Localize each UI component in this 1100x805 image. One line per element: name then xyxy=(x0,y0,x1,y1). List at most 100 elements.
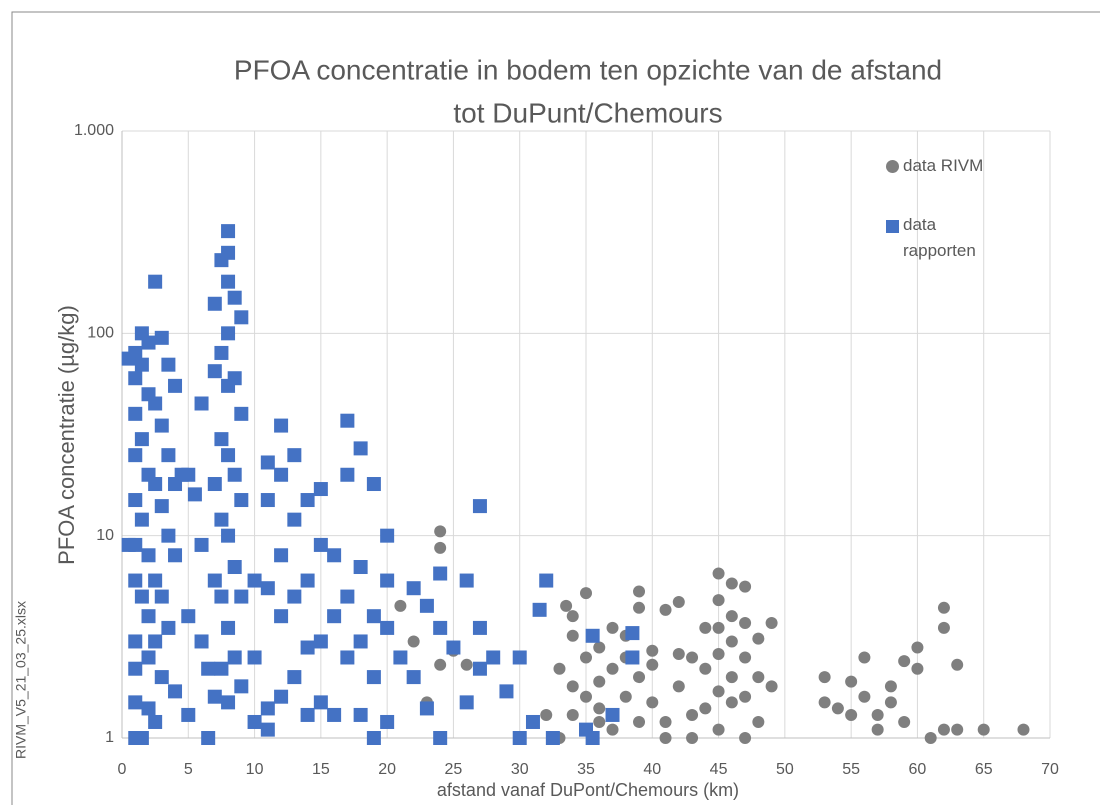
point xyxy=(154,670,169,685)
point xyxy=(659,603,672,616)
point xyxy=(560,599,573,612)
point xyxy=(313,695,328,710)
point xyxy=(937,601,950,614)
point xyxy=(472,620,487,635)
point xyxy=(393,650,408,665)
point xyxy=(287,670,302,685)
point xyxy=(884,680,897,693)
point xyxy=(214,432,229,447)
point xyxy=(168,378,183,393)
chart-title: PFOA concentratie in bodem ten opzichte … xyxy=(234,54,942,85)
point xyxy=(434,525,447,538)
point xyxy=(274,418,289,433)
point xyxy=(148,573,163,588)
point xyxy=(545,731,560,745)
point xyxy=(512,731,527,745)
point xyxy=(686,708,699,721)
y-tick-label: 1.000 xyxy=(74,122,114,139)
x-axis-label: afstand vanaf DuPont/Chemours (km) xyxy=(437,780,739,800)
point xyxy=(380,528,395,543)
point xyxy=(194,396,209,411)
point xyxy=(725,577,738,590)
point xyxy=(472,661,487,676)
point xyxy=(181,707,196,722)
point xyxy=(181,609,196,624)
point xyxy=(593,675,606,688)
y-tick-label: 10 xyxy=(96,527,114,544)
y-tick-label: 100 xyxy=(87,325,114,342)
point xyxy=(260,701,275,716)
point xyxy=(194,537,209,552)
point xyxy=(686,732,699,744)
point xyxy=(433,566,448,581)
point xyxy=(845,708,858,721)
point xyxy=(201,661,216,676)
point xyxy=(739,617,752,630)
point xyxy=(633,671,646,684)
point xyxy=(234,589,249,604)
point xyxy=(366,609,381,624)
point xyxy=(725,635,738,648)
point xyxy=(353,707,368,722)
point xyxy=(739,580,752,593)
point xyxy=(227,650,242,665)
point xyxy=(300,640,315,655)
point xyxy=(606,662,619,675)
legend-swatch xyxy=(886,160,899,173)
point xyxy=(327,609,342,624)
point xyxy=(566,680,579,693)
point xyxy=(181,467,196,482)
point xyxy=(406,581,421,596)
point xyxy=(128,573,143,588)
point xyxy=(366,670,381,685)
point xyxy=(1017,723,1030,736)
point xyxy=(128,406,143,421)
point xyxy=(765,680,778,693)
point xyxy=(752,671,765,684)
point xyxy=(407,635,420,648)
point xyxy=(327,548,342,563)
point xyxy=(580,587,592,600)
point xyxy=(659,732,672,744)
point xyxy=(593,715,606,728)
point xyxy=(486,650,501,665)
point xyxy=(227,560,242,575)
point xyxy=(937,723,950,736)
point xyxy=(579,722,593,737)
point xyxy=(134,357,149,372)
point xyxy=(260,455,275,470)
point xyxy=(287,448,302,463)
legend-label: data rapporten xyxy=(903,215,976,260)
point xyxy=(459,573,474,588)
x-tick-label: 70 xyxy=(1041,761,1059,778)
point xyxy=(525,714,540,729)
point xyxy=(646,644,659,657)
y-axis-label: PFOA concentratie (µg/kg) xyxy=(54,305,79,565)
point xyxy=(260,581,275,596)
point xyxy=(300,573,315,588)
point xyxy=(460,658,473,671)
point xyxy=(207,296,222,311)
point xyxy=(593,702,606,715)
point xyxy=(221,245,236,260)
point xyxy=(128,371,143,386)
point xyxy=(977,723,990,736)
point xyxy=(154,499,169,514)
point xyxy=(739,732,752,744)
point xyxy=(128,634,143,649)
point xyxy=(739,651,752,664)
point xyxy=(141,701,156,716)
point xyxy=(214,589,229,604)
point xyxy=(765,617,778,630)
point xyxy=(951,658,964,671)
point xyxy=(699,662,712,675)
point xyxy=(633,585,646,598)
point xyxy=(712,648,725,661)
point xyxy=(419,598,434,613)
point xyxy=(672,680,685,693)
legend-swatch xyxy=(886,220,899,233)
point xyxy=(207,477,222,492)
point xyxy=(532,602,547,617)
point xyxy=(287,589,302,604)
point xyxy=(406,670,421,685)
